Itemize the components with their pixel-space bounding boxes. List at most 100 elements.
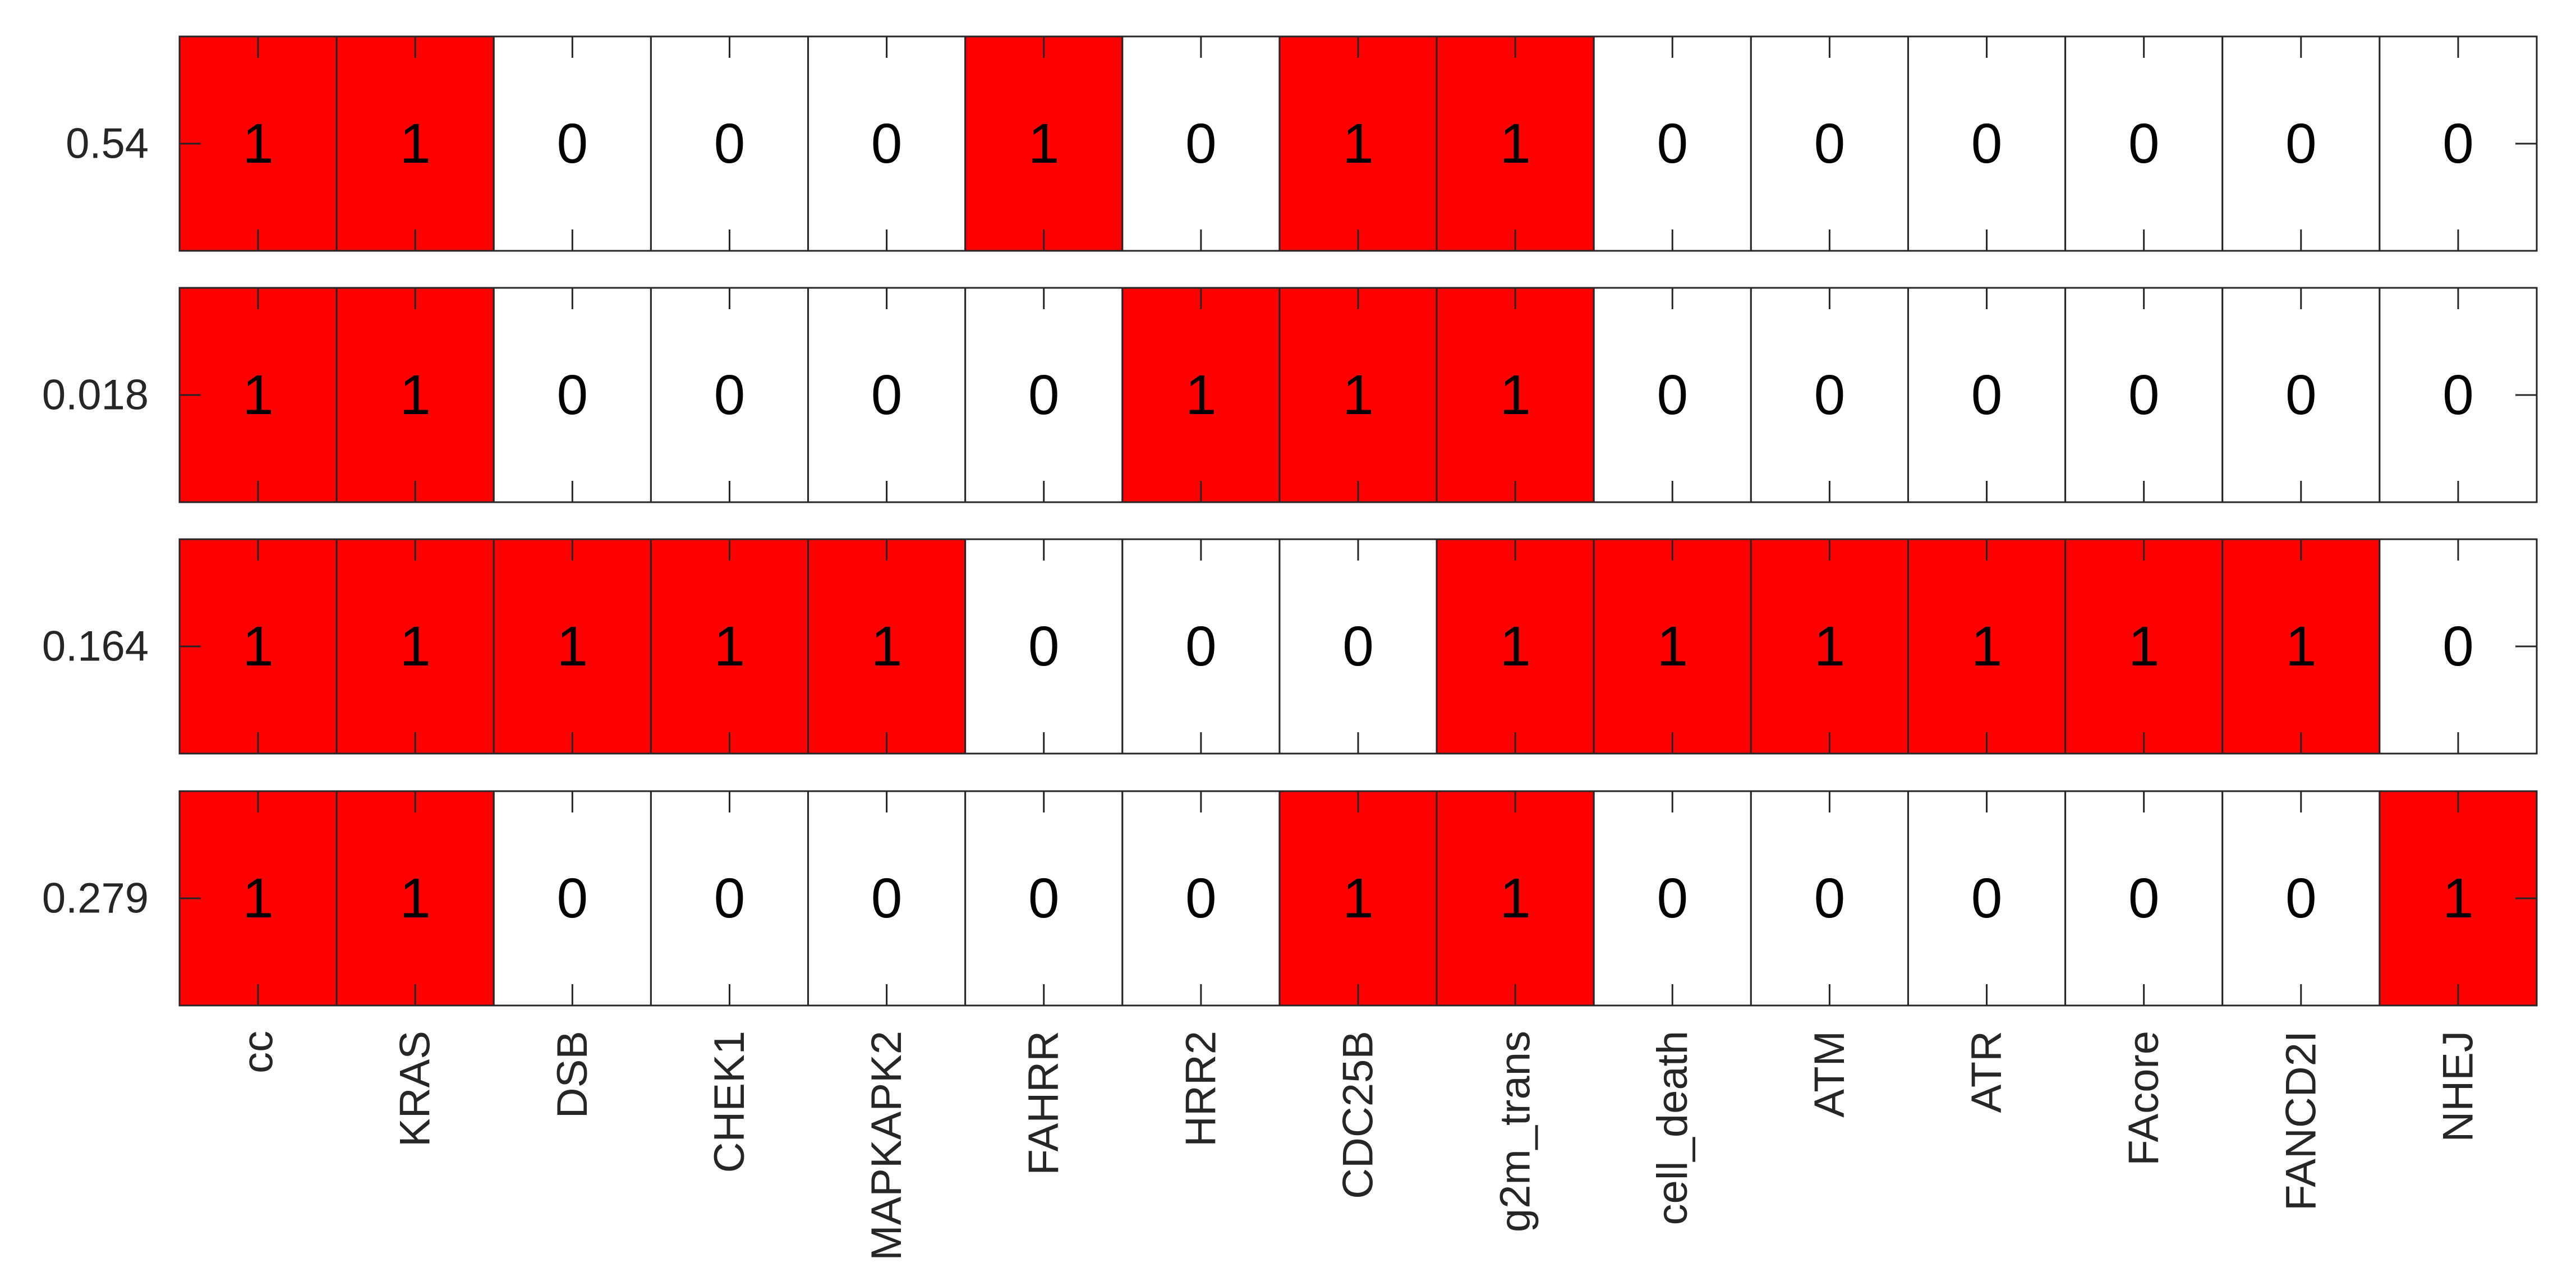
heatmap-cell: [2064, 35, 2224, 252]
heatmap-cell: [335, 790, 495, 1007]
heatmap-cell: [964, 538, 1124, 755]
cell-value-label: 1: [1499, 364, 1531, 426]
heatmap-cell: [1436, 538, 1595, 755]
heatmap-cell: [807, 35, 967, 252]
cell-value-label: 1: [714, 615, 746, 678]
heatmap-cell: [964, 790, 1124, 1007]
cell-value-label: 0: [1657, 364, 1688, 426]
x-category-label: ATM: [1806, 1031, 1853, 1118]
heatmap-cell: [807, 790, 967, 1007]
cell-value-label: 0: [2442, 615, 2474, 678]
heatmap-cell: [178, 790, 338, 1007]
heatmap-cell: [1593, 35, 1752, 252]
x-category-label: g2m_trans: [1492, 1031, 1539, 1232]
cell-value-label: 0: [1185, 615, 1217, 678]
heatmap-cell: [2221, 538, 2381, 755]
cell-value-label: 0: [1342, 615, 1374, 678]
heatmap-cell: [1907, 287, 2067, 503]
heatmap-cell: [2379, 790, 2538, 1007]
cell-value-label: 0: [871, 112, 903, 175]
cell-value-label: 0: [2128, 867, 2160, 930]
heatmap-cell: [1121, 287, 1281, 503]
heatmap-cell: [1278, 790, 1438, 1007]
cell-value-label: 1: [242, 615, 274, 678]
cell-value-label: 1: [242, 112, 274, 175]
cell-value-label: 0: [2128, 112, 2160, 175]
cell-value-label: 1: [1342, 112, 1374, 175]
heatmap-cell: [1121, 790, 1281, 1007]
heatmap-cell: [2379, 35, 2538, 252]
x-category-label: MAPKAPK2: [863, 1031, 910, 1261]
cell-value-label: 0: [1028, 615, 1060, 678]
cell-value-label: 1: [1657, 615, 1688, 678]
cell-value-label: 0: [714, 364, 746, 426]
row-label: 0.018: [42, 371, 149, 419]
cell-value-label: 0: [871, 364, 903, 426]
cell-value-label: 1: [1814, 615, 1846, 678]
cell-value-label: 0: [2285, 867, 2317, 930]
cell-value-label: 1: [1028, 112, 1060, 175]
cell-value-label: 1: [1342, 867, 1374, 930]
cell-value-label: 0: [1657, 867, 1688, 930]
heatmap-cell: [650, 35, 809, 252]
cell-value-label: 0: [1971, 364, 2003, 426]
heatmap-cell: [1593, 538, 1752, 755]
x-category-label: NHEJ: [2434, 1031, 2482, 1142]
x-category-label: ATR: [1963, 1031, 2011, 1113]
heatmap-cell: [650, 287, 809, 503]
cell-value-label: 1: [1971, 615, 2003, 678]
cell-value-label: 1: [871, 615, 903, 678]
x-category-label: CHEK1: [706, 1031, 753, 1173]
cell-value-label: 0: [2442, 112, 2474, 175]
x-category-label: HRR2: [1177, 1031, 1225, 1147]
cell-value-label: 1: [1499, 615, 1531, 678]
cell-value-label: 0: [557, 364, 588, 426]
cell-value-label: 1: [2128, 615, 2160, 678]
heatmap-cell: [1436, 287, 1595, 503]
heatmap-cell: [1121, 538, 1281, 755]
cell-value-label: 0: [2285, 364, 2317, 426]
cell-value-label: 0: [2128, 364, 2160, 426]
cell-value-label: 1: [1185, 364, 1217, 426]
cell-value-label: 1: [399, 112, 431, 175]
heatmap-cell: [1278, 35, 1438, 252]
cell-value-label: 1: [1499, 867, 1531, 930]
cell-value-label: 1: [1342, 364, 1374, 426]
cell-value-label: 0: [1185, 867, 1217, 930]
cell-value-label: 0: [1028, 867, 1060, 930]
x-category-label: FAcore: [2120, 1031, 2168, 1166]
heatmap-cell: [493, 287, 652, 503]
heatmap-row: 1 1 1 1 1 0 0 0 1 1 1 1 1 1 0 0.164: [42, 538, 2538, 755]
heatmap-cell: [1750, 538, 1909, 755]
cell-value-label: 0: [714, 112, 746, 175]
cell-value-label: 0: [871, 867, 903, 930]
cell-value-label: 1: [399, 867, 431, 930]
heatmap-row: 1 1 0 0 0 0 0 1 1 0 0 0 0 0 1 0.279: [42, 790, 2538, 1007]
heatmap-cell: [1750, 287, 1909, 503]
heatmap-cell: [964, 35, 1124, 252]
cell-value-label: 1: [1499, 112, 1531, 175]
heatmap-cell: [1278, 538, 1438, 755]
cell-value-label: 0: [1028, 364, 1060, 426]
heatmap-cell: [1907, 790, 2067, 1007]
x-category-label: cell_death: [1649, 1031, 1696, 1225]
cell-value-label: 1: [557, 615, 588, 678]
x-category-label: FANCD2I: [2277, 1031, 2325, 1211]
heatmap-cell: [1436, 790, 1595, 1007]
heatmap-cell: [178, 538, 338, 755]
cell-value-label: 1: [242, 364, 274, 426]
cell-value-label: 0: [1814, 867, 1846, 930]
heatmap-cell: [807, 538, 967, 755]
cell-value-label: 0: [2442, 364, 2474, 426]
cell-value-label: 0: [2285, 112, 2317, 175]
heatmap-cell: [335, 287, 495, 503]
heatmap-cell: [178, 35, 338, 252]
cell-value-label: 0: [1185, 112, 1217, 175]
x-category-label: FAHRR: [1020, 1031, 1068, 1176]
cell-value-label: 1: [242, 867, 274, 930]
heatmap-row: 1 1 0 0 0 1 0 1 1 0 0 0 0 0 0 0.54: [66, 35, 2538, 252]
row-label: 0.164: [42, 623, 149, 671]
x-category-label: cc: [234, 1031, 282, 1073]
heatmap-cell: [493, 538, 652, 755]
